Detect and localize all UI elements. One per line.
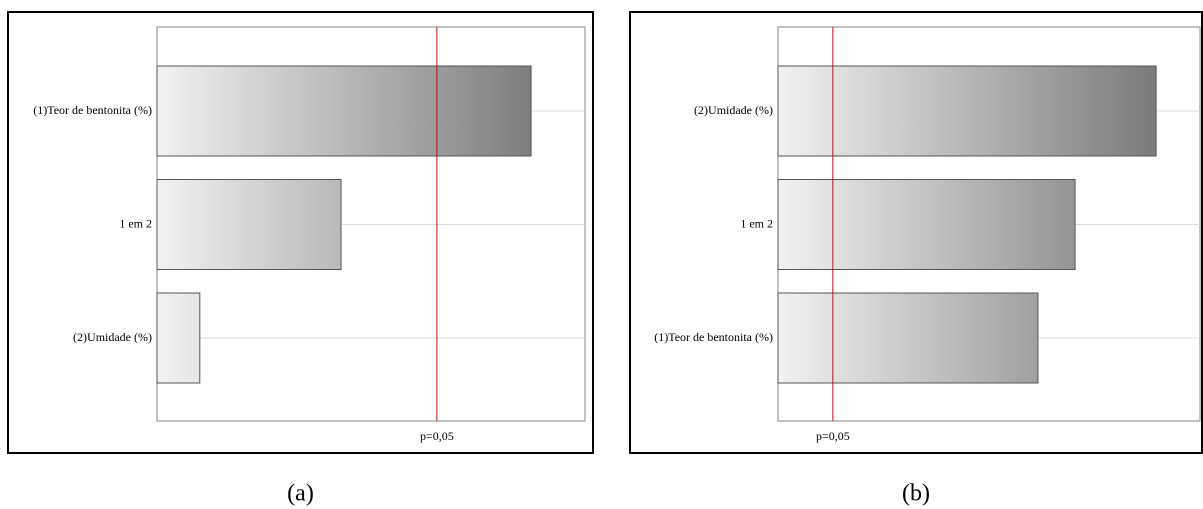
reference-label: p=0,05 [816, 429, 850, 443]
chart-frame [7, 11, 594, 454]
reference-label: p=0,05 [420, 429, 454, 443]
bar [777, 179, 1076, 270]
bar [156, 65, 532, 157]
category-label: (1)Teor de bentonita (%) [33, 103, 152, 117]
bar [156, 292, 201, 384]
bar [156, 179, 342, 270]
category-label: 1 em 2 [740, 216, 773, 230]
category-label: 1 em 2 [119, 216, 152, 230]
caption: (b) [902, 481, 930, 507]
category-label: (2)Umidade (%) [73, 330, 152, 344]
bar [777, 65, 1157, 157]
category-label: (2)Umidade (%) [694, 103, 773, 117]
caption: (a) [287, 481, 314, 507]
category-label: (1)Teor de bentonita (%) [654, 330, 773, 344]
bar [777, 292, 1039, 384]
chart-frame [629, 11, 1203, 454]
